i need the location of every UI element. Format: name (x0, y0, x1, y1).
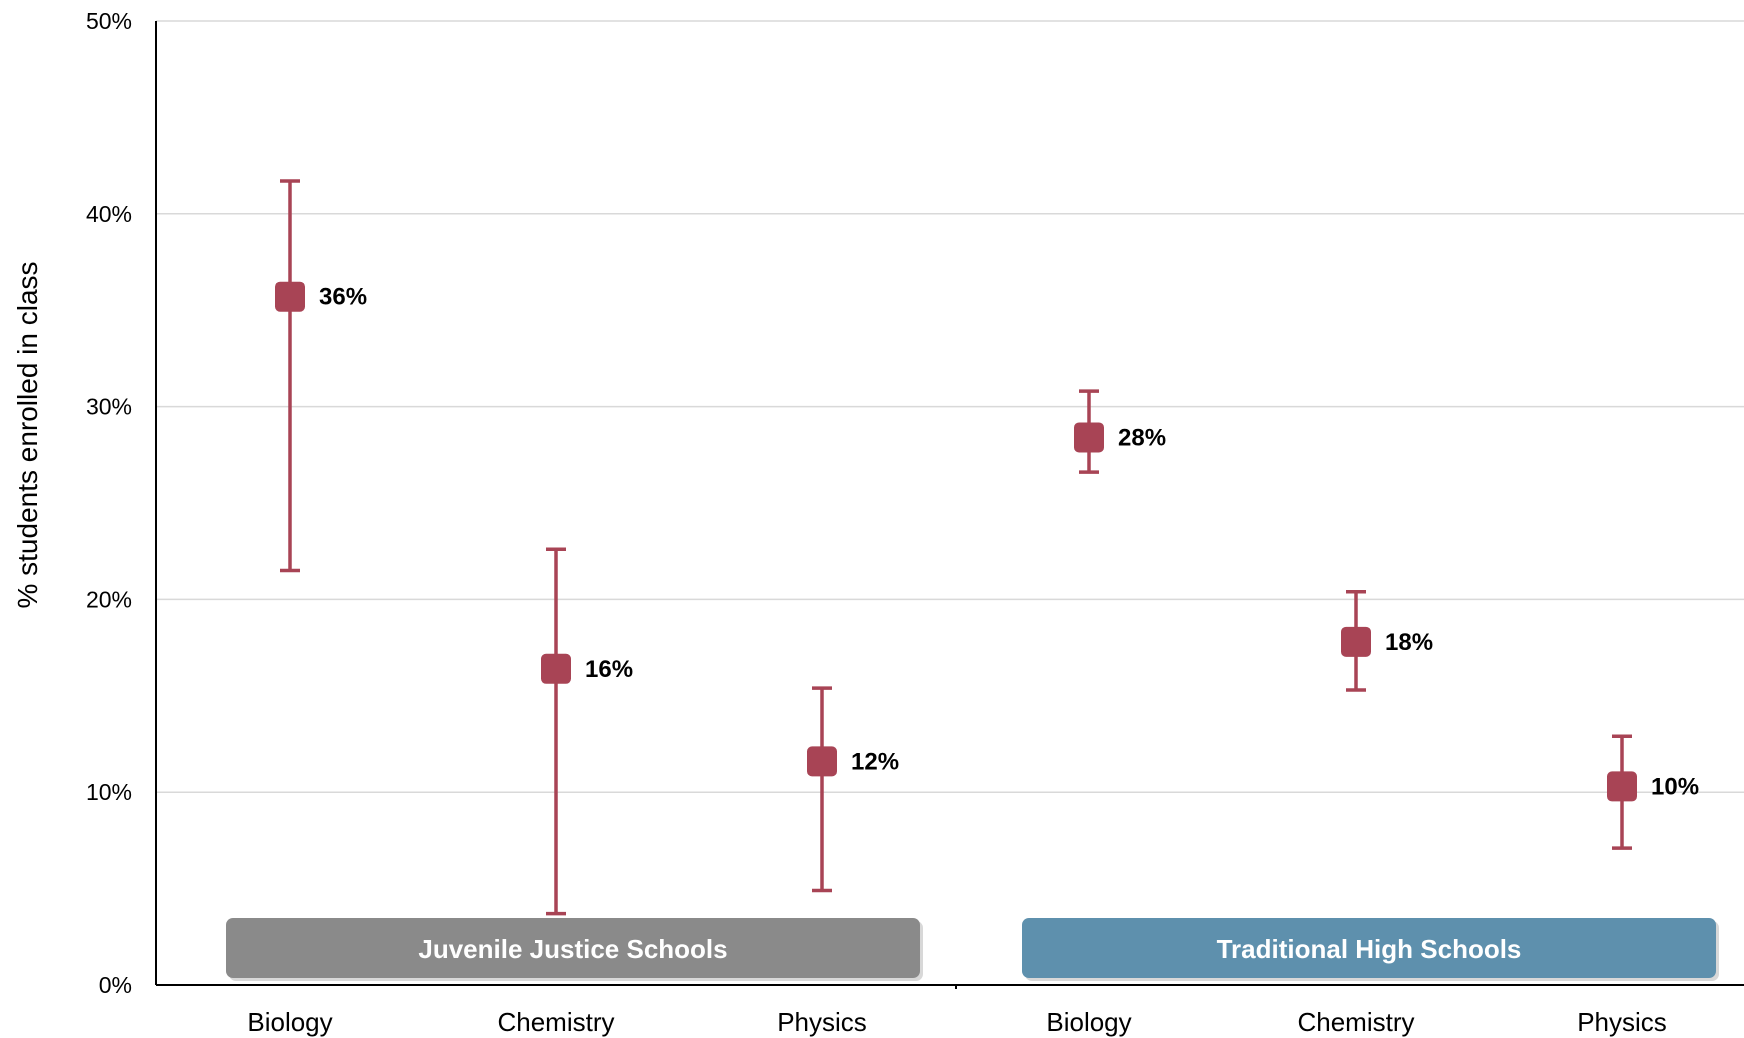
axes (155, 21, 1744, 989)
data-markers (275, 281, 1637, 802)
data-label: 36% (319, 284, 367, 311)
x-axis-categories: Biology Chemistry Physics Biology Chemistry P… (247, 1007, 1666, 1037)
data-label: 18% (1385, 629, 1433, 656)
x-category-label: Biology (247, 1007, 332, 1037)
x-category-label: Physics (777, 1007, 867, 1037)
data-point (1341, 626, 1371, 657)
data-label: 12% (851, 748, 899, 775)
x-category-label: Physics (1577, 1007, 1667, 1037)
data-point (807, 746, 837, 777)
y-tick-label: 50% (86, 8, 132, 34)
group-box (226, 918, 920, 978)
data-point (541, 653, 571, 684)
x-category-label: Chemistry (1297, 1007, 1414, 1037)
data-point (1607, 771, 1637, 802)
y-tick-label: 30% (86, 394, 132, 420)
y-tick-label: 10% (86, 779, 132, 805)
group-box (1022, 918, 1716, 978)
data-label: 28% (1118, 424, 1166, 451)
group-label: Traditional High Schools (1217, 934, 1522, 964)
group-label: Juvenile Justice Schools (418, 934, 727, 964)
data-labels: 36% 16% 12% 28% 18% 10% (319, 284, 1699, 801)
y-tick-label: 0% (99, 972, 132, 998)
x-category-label: Biology (1046, 1007, 1131, 1037)
x-category-label: Chemistry (497, 1007, 614, 1037)
gridlines (156, 20, 1744, 793)
error-bars (280, 179, 1632, 916)
y-tick-label: 40% (86, 201, 132, 227)
y-axis-ticks: 0% 10% 20% 30% 40% 50% (86, 8, 132, 998)
y-axis-title: % students enrolled in class (12, 261, 43, 608)
y-tick-label: 20% (86, 586, 132, 612)
data-point (275, 281, 305, 312)
data-point (1074, 422, 1104, 453)
group-labels: Juvenile Justice Schools Traditional High… (226, 918, 1719, 981)
data-label: 10% (1651, 773, 1699, 800)
data-label: 16% (585, 656, 633, 683)
